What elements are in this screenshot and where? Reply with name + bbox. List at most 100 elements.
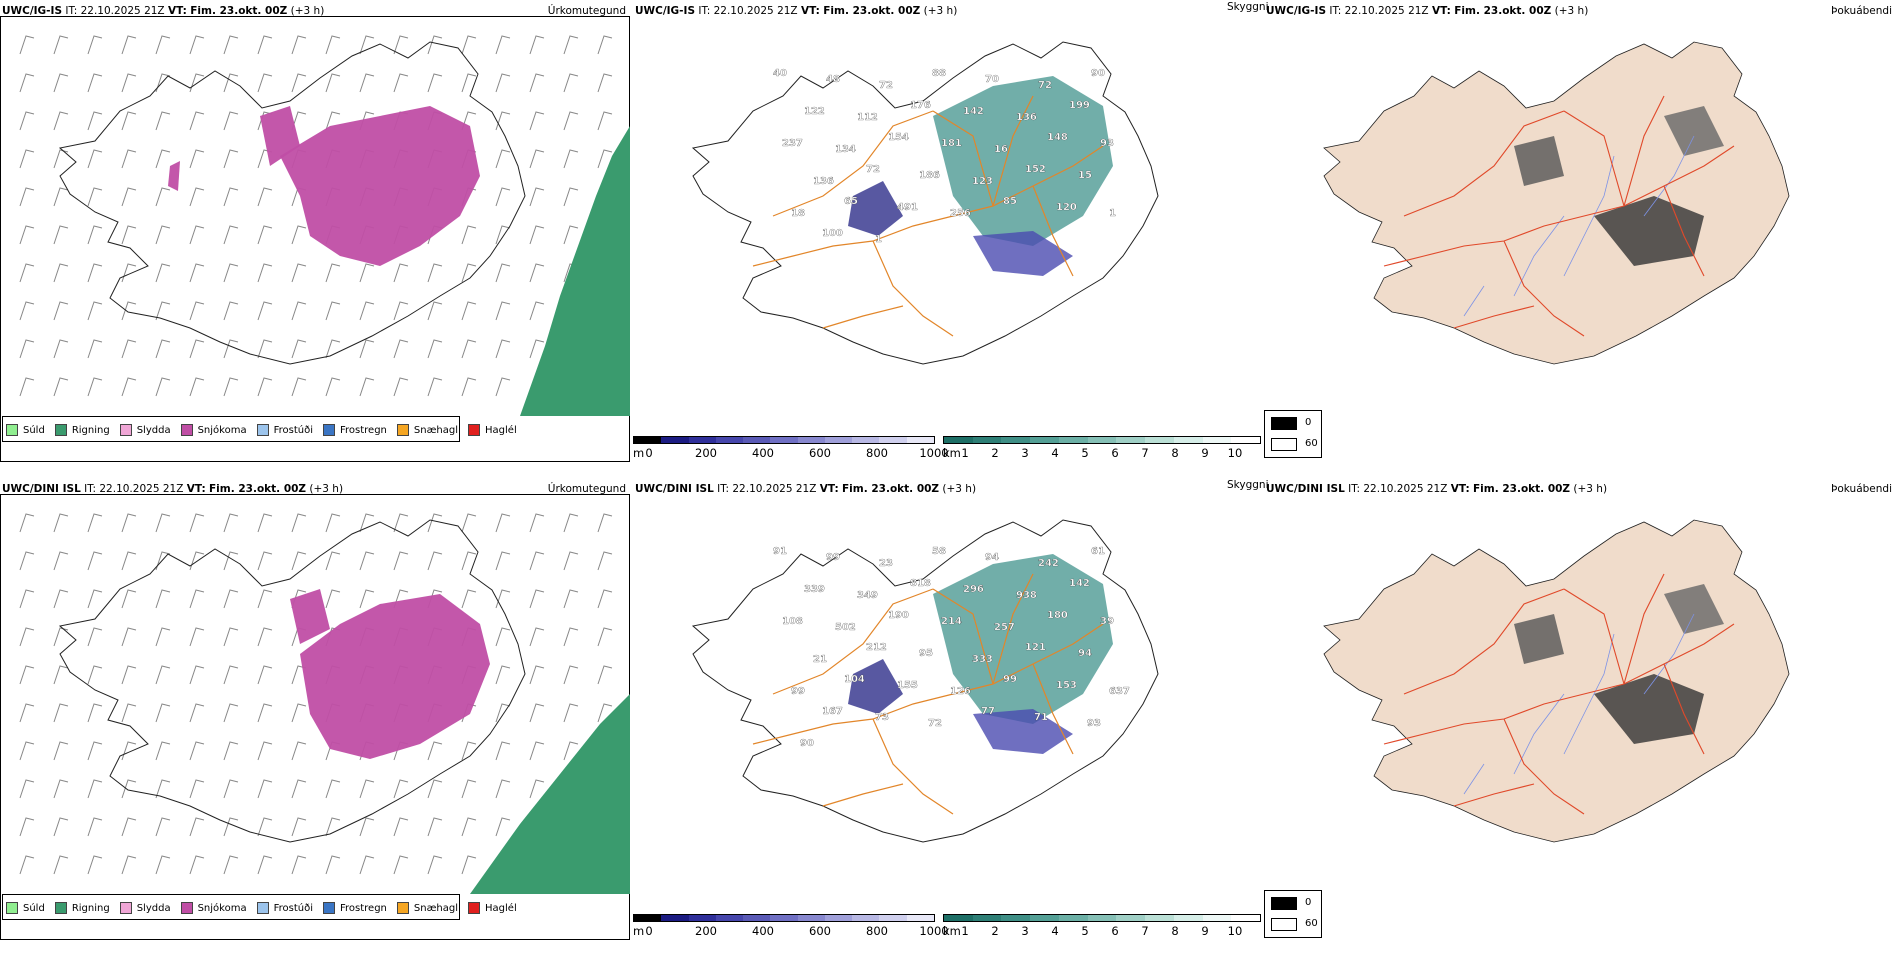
visibility-tick: 1 [961,446,969,460]
precip-legend-swatch [396,424,409,436]
wind-barb [223,149,239,169]
cloud-base-tick: 0 [645,446,653,460]
wind-barb [461,377,477,397]
cloud-base-label: 21 [813,654,827,665]
wind-barb [121,377,137,397]
cloud-base-tick: 600 [809,924,831,938]
cloud-base-label: 88 [932,68,946,79]
cloud-base-label: 134 [835,144,856,155]
precip-legend-label: Frostúði [273,424,313,436]
wind-barb [155,855,171,875]
cloud-base-label: 181 [941,138,962,149]
wind-barb [223,589,239,609]
cloud-base-tick: 200 [695,446,717,460]
valid-time-label: VT: [186,483,206,495]
cloud-base-label: 91 [773,546,787,557]
wind-barb [87,779,103,799]
init-time: 22.10.2025 21Z [99,483,184,495]
wind-barb [155,263,171,283]
wind-barb [597,35,613,55]
wind-barb [325,35,341,55]
snow-area [260,106,300,166]
precip-legend-label: Snæhagl [413,424,459,436]
wind-barb [529,111,545,131]
wind-barb [189,263,205,283]
fog-legend-dark-label: 0 [1305,417,1312,428]
visibility-shading [848,76,1113,276]
cloud-base-label: 190 [888,610,909,621]
wind-barb [87,111,103,131]
cloud-base-label: 256 [950,208,971,219]
wind-barb [121,263,137,283]
iceland-coastline [58,41,526,365]
wind-barb [189,741,205,761]
model-name: UWC/IG-IS [635,5,696,17]
precip-legend-item: Rigning [54,902,110,914]
visibility-unit: km [943,446,961,460]
wind-barb [597,551,613,571]
wind-barb [257,263,273,283]
wind-barb [563,589,579,609]
init-time-label: IT: [717,483,730,495]
wind-barb [563,703,579,723]
precip-legend-item: Snjókoma [180,424,247,436]
wind-barb [223,263,239,283]
cloud-base-tick: 800 [866,924,888,938]
visibility-tick: 7 [1141,924,1149,938]
precip-legend-swatch [54,424,67,436]
wind-barb [87,741,103,761]
precip-legend-swatch [119,424,132,436]
wind-barb [427,339,443,359]
wind-barb [359,35,375,55]
wind-barb [121,301,137,321]
wind-barb [495,377,511,397]
wind-barb [325,301,341,321]
wind-barb [121,551,137,571]
fog-index-map [1323,41,1790,365]
cloud-base-label: 296 [963,584,984,595]
wind-barb [461,73,477,93]
forecast-row-dini: UWC/DINI ISL IT: 22.10.2025 21Z VT: Fim.… [0,478,1900,953]
iceland-land-fill [1323,41,1790,365]
fog-panel-title: UWC/IG-IS IT: 22.10.2025 21Z VT: Fim. 23… [1266,5,1588,17]
wind-barb [223,665,239,685]
wind-barb [393,263,409,283]
cloud-base-label: 154 [888,132,909,143]
visibility-area [933,76,1113,246]
panel-field-name: Úrkomutegund [547,5,626,17]
wind-barb [87,187,103,207]
cloud-base-tick: 600 [809,446,831,460]
cloud-base-label: 142 [963,106,984,117]
cloud-base-label: 818 [910,578,931,589]
wind-barb [495,703,511,723]
wind-barb [121,149,137,169]
wind-barb [359,779,375,799]
cloud-base-label: 153 [1056,680,1077,691]
fog-index-panel: UWC/DINI ISL IT: 22.10.2025 21Z VT: Fim.… [1264,478,1900,953]
wind-barb [563,225,579,245]
precip-legend-swatch [180,902,193,914]
wind-barb [495,627,511,647]
precip-legend-swatch [468,902,481,914]
cloud-base-label: 18 [791,208,805,219]
rain-area-sea [470,694,630,894]
wind-barb [325,263,341,283]
wind-barb [155,111,171,131]
fog-shading [1514,584,1724,744]
init-time: 22.10.2025 21Z [732,483,817,495]
wind-barb [495,513,511,533]
rivers [1463,613,1695,795]
fog-area [1664,584,1724,634]
wind-barb [427,513,443,533]
precip-legend-label: Snæhagl [413,902,459,914]
wind-barb [393,377,409,397]
cloud-base-label: 94 [985,552,999,563]
wind-barb [529,339,545,359]
cloud-base-label: 152 [1025,164,1046,175]
wind-barb [19,263,35,283]
wind-barb [461,855,477,875]
fog-area [1664,106,1724,156]
precip-legend-label: Frostregn [340,902,387,914]
wind-barb [53,703,69,723]
wind-barb [495,187,511,207]
